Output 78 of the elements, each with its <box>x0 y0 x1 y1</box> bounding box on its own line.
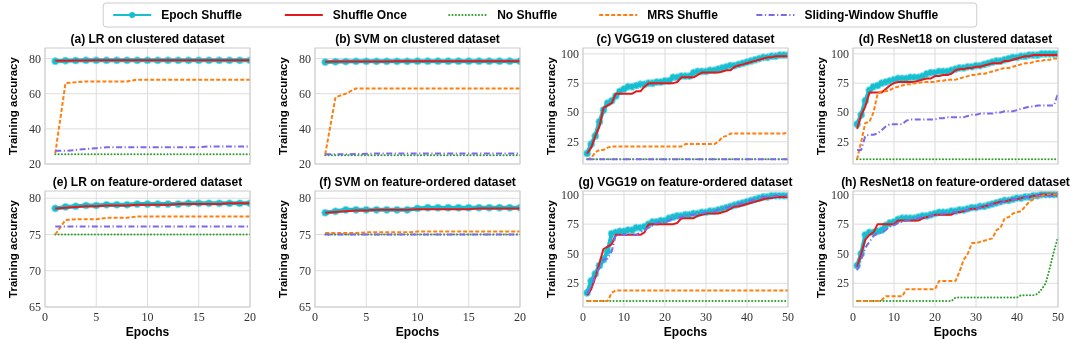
y-axis-title: Training accuracy <box>545 56 557 155</box>
x-tick-label: 10 <box>411 310 424 324</box>
y-tick-label: 50 <box>837 246 849 261</box>
x-tick-label: 20 <box>514 310 526 324</box>
y-tick-label: 50 <box>567 246 579 261</box>
x-tick-label: 15 <box>462 310 475 324</box>
chart-title: (b) SVM on clustered dataset <box>335 32 500 46</box>
x-tick-label: 10 <box>141 310 154 324</box>
chart-title: (g) VGG19 on feature-ordered dataset <box>578 175 793 189</box>
y-axis-title: Training accuracy <box>7 199 19 298</box>
x-tick-label: 10 <box>888 310 900 324</box>
x-tick-label: 0 <box>42 310 48 324</box>
chart-title: (c) VGG19 on clustered dataset <box>596 32 775 46</box>
y-axis-title: Training accuracy <box>7 56 19 155</box>
chart-title: (h) ResNet18 on feature-ordered dataset <box>841 175 1070 189</box>
x-tick-label: 50 <box>782 310 794 324</box>
y-tick-label: 75 <box>29 227 41 242</box>
legend-label: No Shuffle <box>497 8 558 22</box>
y-tick-label: 75 <box>837 217 849 232</box>
y-tick-label: 20 <box>29 157 41 171</box>
y-tick-label: 25 <box>837 276 849 291</box>
x-tick-label: 40 <box>741 310 753 324</box>
y-tick-label: 25 <box>837 134 849 149</box>
x-tick-label: 15 <box>192 310 205 324</box>
y-tick-label: 75 <box>837 76 849 91</box>
x-tick-label: 20 <box>244 310 256 324</box>
y-tick-label: 75 <box>567 76 579 91</box>
x-axis-title: Epochs <box>125 325 170 339</box>
x-tick-label: 0 <box>850 310 856 324</box>
legend-label: Epoch Shuffle <box>161 8 243 22</box>
x-tick-label: 5 <box>93 310 100 324</box>
x-tick-label: 40 <box>1011 310 1023 324</box>
chart-title: (f) SVM on feature-ordered dataset <box>319 175 516 189</box>
x-axis-title: Epochs <box>933 325 978 339</box>
y-tick-label: 25 <box>567 276 579 291</box>
x-tick-label: 30 <box>700 310 712 324</box>
y-tick-label: 70 <box>29 263 41 278</box>
y-tick-label: 50 <box>567 105 579 120</box>
x-tick-label: 5 <box>363 310 370 324</box>
y-tick-label: 80 <box>29 51 41 66</box>
chart-title: (d) ResNet18 on clustered dataset <box>858 32 1053 46</box>
y-tick-label: 75 <box>299 227 311 242</box>
y-tick-label: 100 <box>561 46 579 61</box>
y-tick-label: 25 <box>567 134 579 149</box>
y-tick-label: 100 <box>831 46 849 61</box>
legend-label: Sliding-Window Shuffle <box>804 8 939 22</box>
y-tick-label: 80 <box>299 191 311 206</box>
y-tick-label: 70 <box>299 263 311 278</box>
x-tick-label: 20 <box>929 310 941 324</box>
y-tick-label: 65 <box>299 300 311 314</box>
y-tick-label: 40 <box>29 121 41 136</box>
y-tick-label: 100 <box>561 187 579 202</box>
chart-title: (e) LR on feature-ordered dataset <box>52 175 243 189</box>
y-tick-label: 40 <box>299 121 311 136</box>
x-axis-title: Epochs <box>663 325 708 339</box>
y-axis-title: Training accuracy <box>815 199 827 298</box>
y-axis-title: Training accuracy <box>815 56 827 155</box>
x-axis-title: Epochs <box>395 325 440 339</box>
x-tick-label: 30 <box>970 310 982 324</box>
y-axis-title: Training accuracy <box>277 199 289 298</box>
x-tick-label: 20 <box>659 310 671 324</box>
y-tick-label: 60 <box>29 86 41 101</box>
y-axis-title: Training accuracy <box>545 199 557 298</box>
y-axis-title: Training accuracy <box>277 56 289 155</box>
y-tick-label: 80 <box>299 51 311 66</box>
legend-label: MRS Shuffle <box>647 8 719 22</box>
y-tick-label: 50 <box>837 105 849 120</box>
y-tick-label: 75 <box>567 217 579 232</box>
chart-title: (a) LR on clustered dataset <box>70 32 225 46</box>
x-tick-label: 0 <box>580 310 586 324</box>
y-tick-label: 20 <box>299 157 311 171</box>
x-tick-label: 10 <box>618 310 630 324</box>
y-tick-label: 80 <box>29 191 41 206</box>
legend-label: Shuffle Once <box>332 8 408 22</box>
x-tick-label: 50 <box>1052 310 1064 324</box>
y-tick-label: 60 <box>299 86 311 101</box>
y-tick-label: 65 <box>29 300 41 314</box>
x-tick-label: 0 <box>312 310 318 324</box>
